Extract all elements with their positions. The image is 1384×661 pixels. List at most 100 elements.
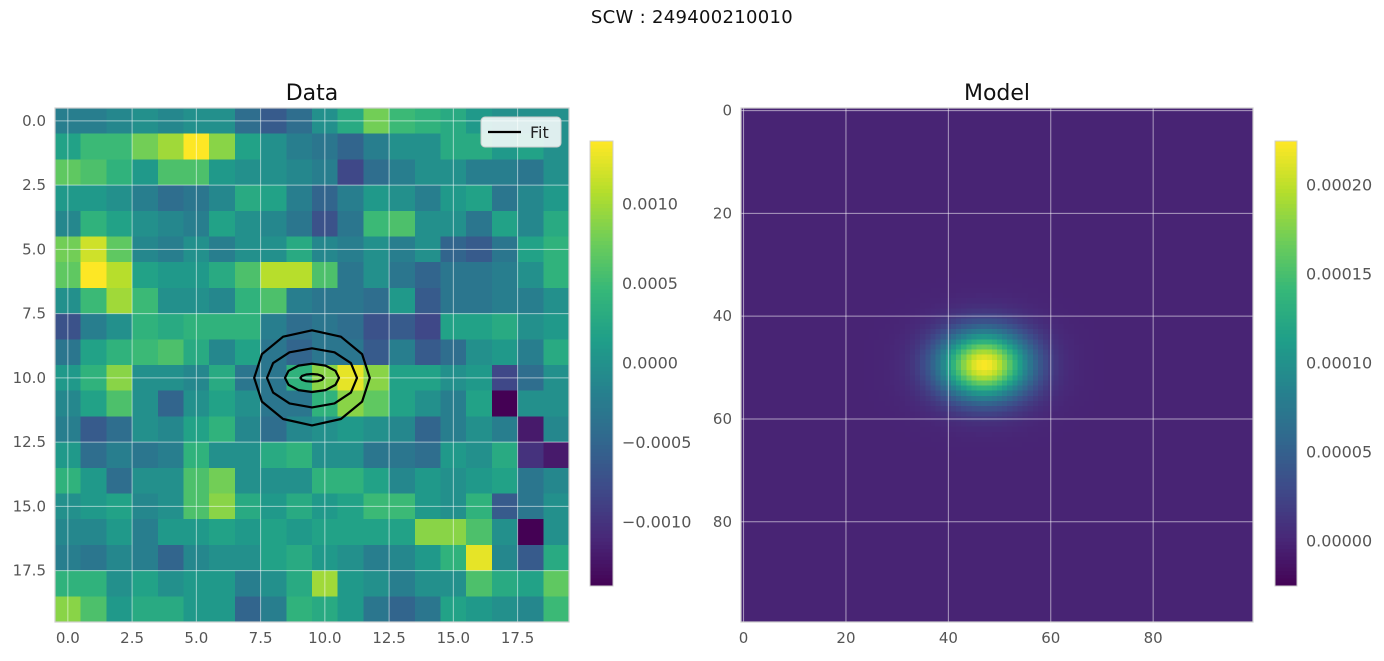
heatmap-cell: [874, 257, 880, 263]
heatmap-cell: [1038, 134, 1044, 140]
heatmap-cell: [1120, 293, 1126, 299]
heatmap-cell: [1181, 303, 1187, 309]
heatmap-cell: [1017, 298, 1023, 304]
heatmap-cell: [1038, 252, 1044, 258]
heatmap-cell: [1053, 185, 1059, 191]
heatmap-cell: [864, 324, 870, 330]
heatmap-cell: [1181, 113, 1187, 119]
heatmap-cell: [992, 262, 998, 268]
heatmap-cell: [987, 278, 993, 284]
heatmap-cell: [782, 170, 788, 176]
heatmap-cell: [961, 267, 967, 273]
heatmap-cell: [920, 262, 926, 268]
heatmap-cell: [987, 226, 993, 232]
heatmap-cell: [1135, 319, 1141, 325]
heatmap-cell: [1192, 319, 1198, 325]
heatmap-cell: [956, 303, 962, 309]
heatmap-cell: [971, 180, 977, 186]
heatmap-cell: [767, 185, 773, 191]
heatmap-cell: [1017, 134, 1023, 140]
heatmap-cell: [761, 293, 767, 299]
heatmap-cell: [838, 288, 844, 294]
heatmap-cell: [997, 190, 1003, 196]
heatmap-cell: [1212, 247, 1218, 253]
heatmap-cell: [808, 283, 814, 289]
heatmap-cell: [1105, 216, 1111, 222]
heatmap-cell: [1186, 118, 1192, 124]
heatmap-cell: [925, 329, 931, 335]
heatmap-cell: [1028, 272, 1034, 278]
heatmap-cell: [808, 257, 814, 263]
heatmap-cell: [1135, 278, 1141, 284]
heatmap-cell: [777, 298, 783, 304]
heatmap-cell: [1217, 221, 1223, 227]
heatmap-cell: [1145, 175, 1151, 181]
heatmap-cell: [756, 226, 762, 232]
heatmap-cell: [879, 252, 885, 258]
heatmap-cell: [1238, 231, 1244, 237]
heatmap-cell: [1007, 319, 1013, 325]
heatmap-cell: [849, 149, 855, 155]
heatmap-cell: [802, 226, 808, 232]
heatmap-cell: [956, 118, 962, 124]
heatmap-cell: [961, 154, 967, 160]
heatmap-cell: [966, 329, 972, 335]
heatmap-cell: [951, 170, 957, 176]
heatmap-cell: [977, 237, 983, 243]
heatmap-cell: [1135, 123, 1141, 129]
heatmap-cell: [1217, 216, 1223, 222]
heatmap-cell: [782, 231, 788, 237]
heatmap-cell: [1120, 170, 1126, 176]
heatmap-cell: [941, 247, 947, 253]
heatmap-cell: [1227, 206, 1233, 212]
heatmap-cell: [1064, 201, 1070, 207]
heatmap-cell: [1033, 231, 1039, 237]
heatmap-cell: [389, 571, 415, 597]
heatmap-cell: [900, 123, 906, 129]
heatmap-cell: [1212, 252, 1218, 258]
heatmap-cell: [1202, 165, 1208, 171]
heatmap-cell: [864, 288, 870, 294]
heatmap-cell: [777, 165, 783, 171]
heatmap-cell: [1120, 190, 1126, 196]
heatmap-cell: [782, 226, 788, 232]
heatmap-cell: [1217, 154, 1223, 160]
heatmap-cell: [1017, 308, 1023, 314]
heatmap-cell: [971, 221, 977, 227]
colorbar-segment: [590, 475, 613, 479]
heatmap-cell: [767, 144, 773, 150]
heatmap-cell: [1125, 288, 1131, 294]
heatmap-cell: [992, 134, 998, 140]
heatmap-cell: [1074, 247, 1080, 253]
heatmap-cell: [997, 237, 1003, 243]
heatmap-cell: [1222, 257, 1228, 263]
heatmap-cell: [879, 308, 885, 314]
heatmap-cell: [1197, 237, 1203, 243]
heatmap-cell: [466, 416, 492, 442]
heatmap-cell: [792, 165, 798, 171]
heatmap-cell: [1202, 272, 1208, 278]
heatmap-cell: [833, 170, 839, 176]
heatmap-cell: [1120, 154, 1126, 160]
heatmap-cell: [492, 596, 518, 622]
heatmap-cell: [864, 242, 870, 248]
heatmap-cell: [782, 206, 788, 212]
heatmap-cell: [951, 257, 957, 263]
heatmap-cell: [1084, 298, 1090, 304]
heatmap-cell: [106, 211, 132, 237]
heatmap-cell: [751, 329, 757, 335]
heatmap-cell: [1105, 190, 1111, 196]
heatmap-cell: [910, 123, 916, 129]
heatmap-cell: [1233, 159, 1239, 165]
heatmap-cell: [389, 391, 415, 417]
heatmap-cell: [808, 272, 814, 278]
heatmap-cell: [915, 278, 921, 284]
heatmap-cell: [833, 324, 839, 330]
heatmap-cell: [1058, 231, 1064, 237]
heatmap-cell: [1197, 226, 1203, 232]
heatmap-cell: [1222, 195, 1228, 201]
heatmap-cell: [987, 190, 993, 196]
heatmap-cell: [982, 221, 988, 227]
heatmap-cell: [1058, 165, 1064, 171]
colorbar-segment: [590, 148, 613, 152]
